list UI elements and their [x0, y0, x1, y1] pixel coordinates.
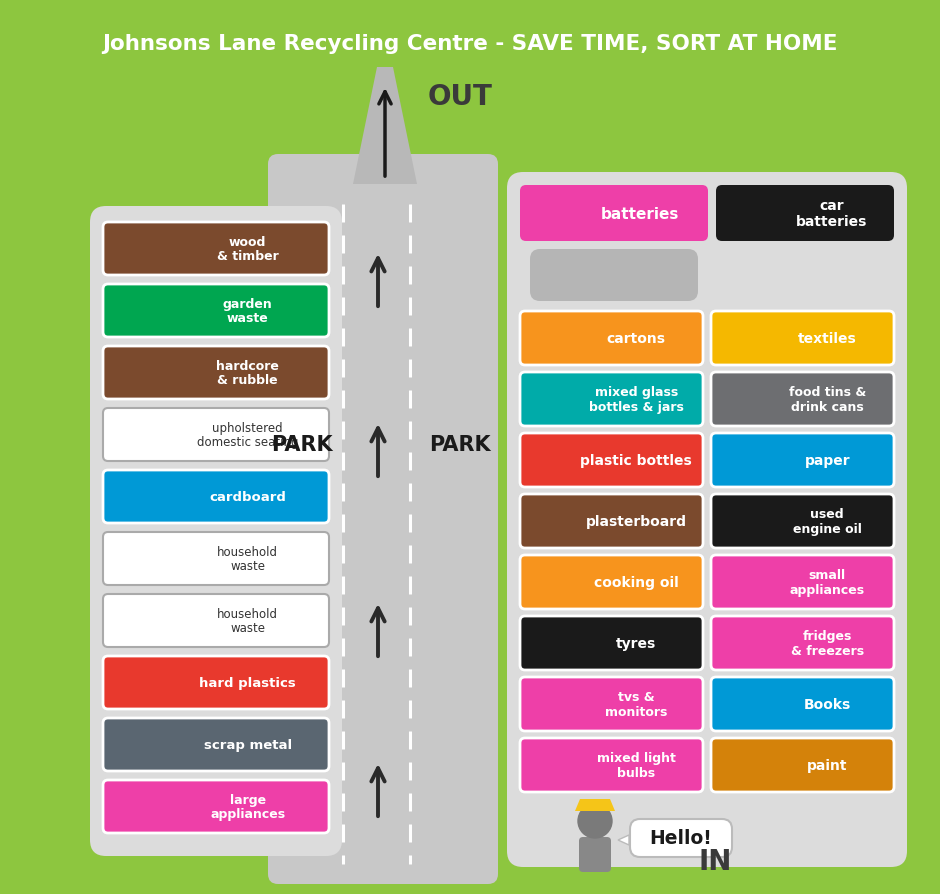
- FancyBboxPatch shape: [520, 494, 703, 548]
- Polygon shape: [575, 799, 615, 811]
- Text: fridges
& freezers: fridges & freezers: [791, 629, 864, 657]
- FancyBboxPatch shape: [103, 656, 329, 709]
- FancyBboxPatch shape: [103, 780, 329, 833]
- Text: tyres: tyres: [616, 637, 656, 650]
- Text: food tins &
drink cans: food tins & drink cans: [789, 386, 866, 413]
- FancyBboxPatch shape: [103, 223, 329, 275]
- Text: car
batteries: car batteries: [796, 198, 868, 229]
- Polygon shape: [353, 68, 417, 185]
- FancyBboxPatch shape: [711, 312, 894, 366]
- FancyBboxPatch shape: [103, 409, 329, 461]
- FancyBboxPatch shape: [579, 837, 611, 872]
- Text: Books: Books: [804, 697, 851, 712]
- FancyBboxPatch shape: [711, 738, 894, 792]
- Text: used
engine oil: used engine oil: [792, 508, 862, 536]
- Text: OUT: OUT: [428, 83, 493, 111]
- Text: wood
& timber: wood & timber: [217, 235, 278, 263]
- FancyBboxPatch shape: [520, 738, 703, 792]
- Text: cartons: cartons: [606, 332, 666, 346]
- Text: paper: paper: [805, 453, 850, 468]
- Text: hardcore
& rubble: hardcore & rubble: [216, 359, 279, 387]
- FancyBboxPatch shape: [530, 249, 698, 301]
- Text: paint: paint: [807, 758, 848, 772]
- FancyBboxPatch shape: [520, 312, 703, 366]
- FancyBboxPatch shape: [711, 678, 894, 731]
- FancyBboxPatch shape: [103, 347, 329, 400]
- Text: large
appliances: large appliances: [210, 793, 285, 821]
- FancyBboxPatch shape: [520, 678, 703, 731]
- FancyBboxPatch shape: [711, 373, 894, 426]
- Circle shape: [578, 804, 612, 838]
- FancyBboxPatch shape: [103, 533, 329, 586]
- FancyBboxPatch shape: [103, 718, 329, 772]
- Text: batteries: batteries: [602, 207, 680, 221]
- FancyBboxPatch shape: [103, 595, 329, 647]
- Text: PARK: PARK: [271, 434, 333, 454]
- FancyBboxPatch shape: [90, 207, 342, 856]
- FancyBboxPatch shape: [520, 555, 703, 610]
- Text: tvs &
monitors: tvs & monitors: [605, 690, 667, 718]
- Text: cooking oil: cooking oil: [594, 576, 679, 589]
- Text: hard plastics: hard plastics: [199, 676, 296, 689]
- Text: cardboard: cardboard: [210, 491, 286, 503]
- Text: PARK: PARK: [430, 434, 491, 454]
- FancyBboxPatch shape: [711, 434, 894, 487]
- Text: Johnsons Lane Recycling Centre - SAVE TIME, SORT AT HOME: Johnsons Lane Recycling Centre - SAVE TI…: [102, 34, 838, 54]
- FancyBboxPatch shape: [711, 555, 894, 610]
- FancyBboxPatch shape: [630, 819, 732, 857]
- Text: textiles: textiles: [798, 332, 856, 346]
- Text: upholstered
domestic seating: upholstered domestic seating: [196, 421, 298, 449]
- FancyBboxPatch shape: [711, 616, 894, 670]
- Text: mixed light
bulbs: mixed light bulbs: [597, 752, 676, 779]
- Text: garden
waste: garden waste: [223, 298, 273, 325]
- Text: plasterboard: plasterboard: [586, 514, 687, 528]
- FancyBboxPatch shape: [520, 373, 703, 426]
- FancyBboxPatch shape: [268, 155, 498, 884]
- Text: plastic bottles: plastic bottles: [580, 453, 692, 468]
- Text: small
appliances: small appliances: [790, 569, 865, 596]
- FancyBboxPatch shape: [507, 173, 907, 867]
- Text: household
waste: household waste: [217, 607, 278, 635]
- Polygon shape: [618, 835, 629, 845]
- Text: mixed glass
bottles & jars: mixed glass bottles & jars: [588, 386, 683, 413]
- Text: Hello!: Hello!: [650, 829, 713, 848]
- FancyBboxPatch shape: [716, 186, 894, 241]
- FancyBboxPatch shape: [520, 616, 703, 670]
- FancyBboxPatch shape: [520, 434, 703, 487]
- FancyBboxPatch shape: [103, 284, 329, 338]
- Text: scrap metal: scrap metal: [204, 738, 291, 751]
- Text: household
waste: household waste: [217, 545, 278, 573]
- FancyBboxPatch shape: [520, 186, 708, 241]
- FancyBboxPatch shape: [103, 470, 329, 523]
- Text: IN: IN: [698, 847, 731, 875]
- FancyBboxPatch shape: [711, 494, 894, 548]
